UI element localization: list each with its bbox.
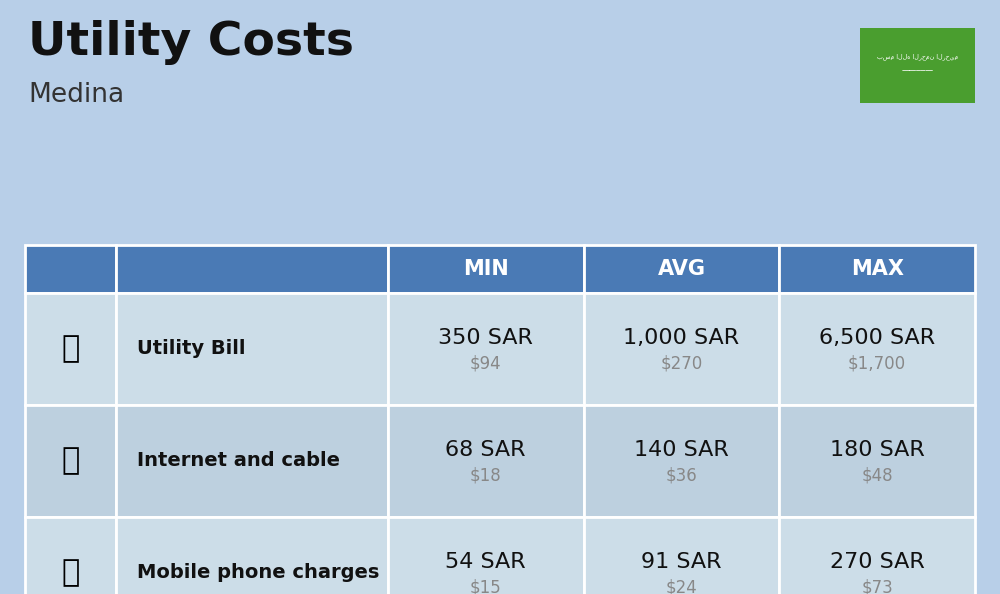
FancyBboxPatch shape (779, 517, 975, 594)
FancyBboxPatch shape (779, 245, 975, 293)
Text: 6,500 SAR: 6,500 SAR (819, 328, 935, 348)
FancyBboxPatch shape (388, 405, 584, 517)
FancyBboxPatch shape (584, 517, 779, 594)
Text: $1,700: $1,700 (848, 355, 906, 372)
FancyBboxPatch shape (388, 517, 584, 594)
Text: $48: $48 (861, 466, 893, 485)
Text: MAX: MAX (851, 259, 904, 279)
FancyBboxPatch shape (116, 245, 388, 293)
FancyBboxPatch shape (584, 245, 779, 293)
Text: Utility Costs: Utility Costs (28, 20, 354, 65)
FancyBboxPatch shape (388, 293, 584, 405)
Text: 🔧: 🔧 (61, 334, 79, 364)
FancyBboxPatch shape (584, 293, 779, 405)
FancyBboxPatch shape (584, 405, 779, 517)
Text: 📱: 📱 (61, 558, 79, 587)
FancyBboxPatch shape (779, 293, 975, 405)
FancyBboxPatch shape (860, 28, 975, 103)
Text: 270 SAR: 270 SAR (830, 552, 925, 572)
Text: 180 SAR: 180 SAR (830, 440, 925, 460)
FancyBboxPatch shape (388, 245, 584, 293)
Text: 68 SAR: 68 SAR (445, 440, 526, 460)
Text: $270: $270 (660, 355, 703, 372)
FancyBboxPatch shape (25, 405, 116, 517)
Text: $18: $18 (470, 466, 502, 485)
Text: AVG: AVG (657, 259, 705, 279)
Text: Internet and cable: Internet and cable (137, 451, 340, 470)
FancyBboxPatch shape (779, 405, 975, 517)
Text: Mobile phone charges: Mobile phone charges (137, 564, 380, 583)
Text: $94: $94 (470, 355, 501, 372)
Text: $73: $73 (861, 579, 893, 594)
Text: 140 SAR: 140 SAR (634, 440, 729, 460)
Text: 1,000 SAR: 1,000 SAR (623, 328, 739, 348)
Text: 📶: 📶 (61, 447, 79, 476)
Text: $36: $36 (666, 466, 697, 485)
Text: Utility Bill: Utility Bill (137, 340, 246, 359)
Text: بسم الله الرحمن الرحيم: بسم الله الرحمن الرحيم (877, 53, 958, 60)
Text: $24: $24 (666, 579, 697, 594)
FancyBboxPatch shape (25, 293, 116, 405)
Text: $15: $15 (470, 579, 502, 594)
Text: 54 SAR: 54 SAR (445, 552, 526, 572)
Text: 91 SAR: 91 SAR (641, 552, 722, 572)
Text: ——──—: ——──— (901, 65, 934, 74)
FancyBboxPatch shape (116, 517, 388, 594)
Text: 350 SAR: 350 SAR (438, 328, 533, 348)
Text: MIN: MIN (463, 259, 509, 279)
FancyBboxPatch shape (116, 293, 388, 405)
FancyBboxPatch shape (25, 517, 116, 594)
FancyBboxPatch shape (25, 245, 116, 293)
FancyBboxPatch shape (116, 405, 388, 517)
Text: Medina: Medina (28, 82, 124, 108)
